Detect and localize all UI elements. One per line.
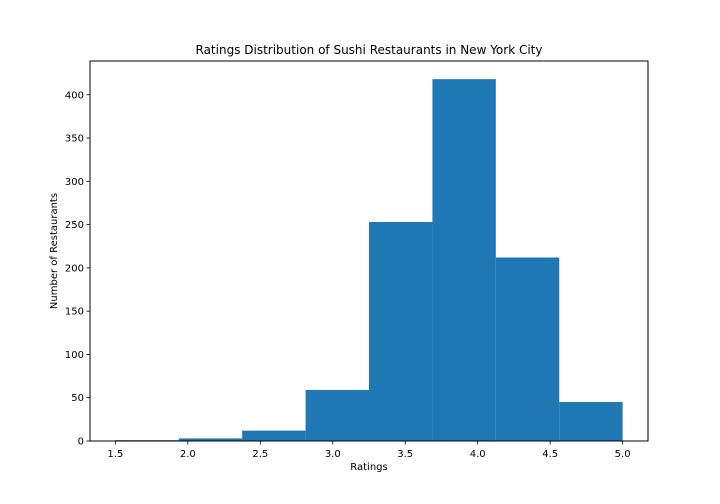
y-tick-label-2: 100 — [65, 350, 84, 361]
y-tick-label-1: 50 — [71, 393, 84, 404]
histogram-bar-7 — [559, 402, 623, 441]
x-tick-label-6: 4.5 — [542, 449, 558, 460]
x-tick-label-3: 3.0 — [325, 449, 341, 460]
axes-frame — [89, 60, 649, 442]
x-tick-label-7: 5.0 — [615, 449, 631, 460]
x-axis-label: Ratings — [350, 462, 387, 473]
y-axis-label: Number of Restaurants — [49, 193, 60, 309]
y-tick-label-6: 300 — [65, 177, 84, 188]
y-axis-ticks: 0 50 100 150 200 250 300 350 400 — [65, 90, 90, 448]
y-tick-label-4: 200 — [65, 263, 84, 274]
bars-group — [115, 79, 623, 441]
histogram-bar-2 — [242, 430, 306, 441]
y-tick-label-3: 150 — [65, 307, 84, 318]
x-axis-ticks: 1.5 2.0 2.5 3.0 3.5 4.0 4.5 5.0 — [107, 441, 631, 460]
x-tick-label-5: 4.0 — [470, 449, 486, 460]
x-tick-label-2: 2.5 — [252, 449, 268, 460]
y-tick-label-8: 400 — [65, 90, 84, 101]
y-tick-label-5: 250 — [65, 220, 84, 231]
x-tick-label-1: 2.0 — [180, 449, 196, 460]
histogram-bar-5 — [432, 79, 496, 441]
chart-title: Ratings Distribution of Sushi Restaurant… — [196, 43, 543, 57]
histogram-bar-4 — [369, 222, 433, 441]
x-tick-label-4: 3.5 — [397, 449, 413, 460]
x-tick-label-0: 1.5 — [107, 449, 123, 460]
histogram-bar-1 — [178, 438, 243, 441]
y-tick-label-7: 350 — [65, 134, 84, 145]
histogram-bar-3 — [305, 389, 369, 441]
y-tick-label-0: 0 — [78, 437, 84, 448]
histogram-bar-6 — [495, 257, 560, 441]
